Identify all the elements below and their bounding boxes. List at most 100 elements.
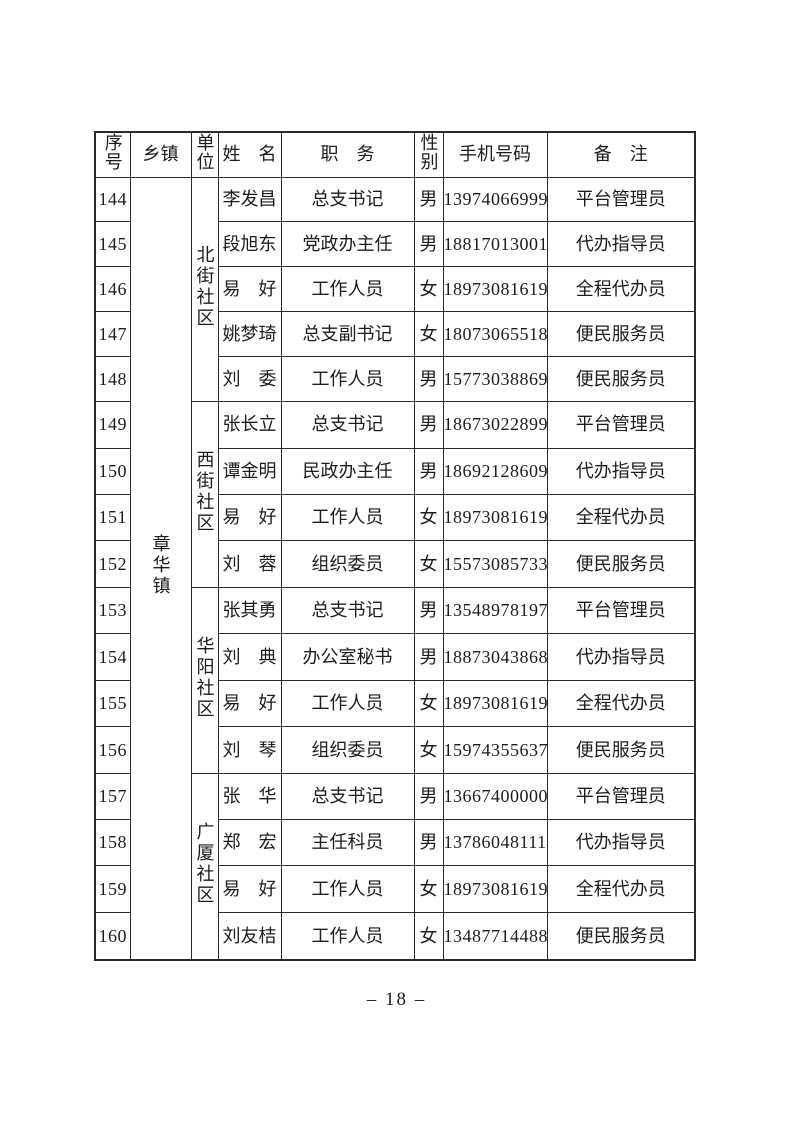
cell-name: 张长立 (217, 401, 282, 449)
cell-phone: 13487714488 (442, 911, 548, 961)
cell-unit: 广厦社区 (190, 772, 219, 961)
header-position-label: 职 务 (320, 144, 375, 165)
cell-phone: 18073065518 (442, 311, 548, 358)
table-row: 160 刘友桔 工作人员 女 13487714488 便民服务员 (94, 911, 696, 961)
cell-note: 全程代办员 (546, 493, 696, 542)
cell-note: 平台管理员 (546, 772, 696, 821)
cell-name: 易 好 (217, 865, 282, 913)
cell-note: 便民服务员 (546, 540, 696, 588)
cell-position: 办公室秘书 (280, 633, 415, 681)
cell-serial-number: 156 (94, 726, 131, 774)
cell-gender: 男 (413, 176, 444, 223)
cell-position: 工作人员 (280, 356, 415, 403)
header-gender: 性别 (413, 131, 444, 178)
cell-note: 便民服务员 (546, 356, 696, 403)
cell-phone: 15573085733 (442, 540, 548, 588)
cell-gender: 男 (413, 633, 444, 681)
cell-name: 李发昌 (217, 176, 282, 223)
cell-name: 刘友桔 (217, 911, 282, 961)
cell-name: 张其勇 (217, 586, 282, 635)
cell-name: 张 华 (217, 772, 282, 821)
cell-note: 平台管理员 (546, 176, 696, 223)
cell-position: 总支书记 (280, 176, 415, 223)
cell-note: 全程代办员 (546, 865, 696, 913)
cell-position: 工作人员 (280, 266, 415, 313)
cell-serial-number: 157 (94, 772, 131, 821)
header-township: 乡镇 (129, 131, 192, 178)
cell-phone: 18973081619 (442, 679, 548, 728)
table-row: 145 段旭东 党政办主任 男 18817013001 代办指导员 (94, 221, 696, 268)
personnel-roster-table: 序号 乡镇 单位 姓 名 职 务 性别 手机号码 备 注 144 章华镇 北街社… (94, 131, 696, 961)
cell-gender: 女 (413, 679, 444, 728)
cell-phone: 18817013001 (442, 221, 548, 268)
cell-name: 谭金明 (217, 447, 282, 495)
header-name: 姓 名 (217, 131, 282, 178)
cell-note: 全程代办员 (546, 266, 696, 313)
cell-name: 易 好 (217, 679, 282, 728)
table-row: 147 姚梦琦 总支副书记 女 18073065518 便民服务员 (94, 311, 696, 358)
cell-position: 党政办主任 (280, 221, 415, 268)
cell-note: 便民服务员 (546, 311, 696, 358)
cell-unit: 西街社区 (190, 401, 219, 588)
cell-position: 总支书记 (280, 586, 415, 635)
table-row: 156 刘 琴 组织委员 女 15974355637 便民服务员 (94, 726, 696, 774)
unit-label: 广厦社区 (194, 821, 215, 906)
cell-name: 郑 宏 (217, 819, 282, 867)
cell-gender: 男 (413, 772, 444, 821)
cell-phone: 18973081619 (442, 865, 548, 913)
cell-township: 章华镇 (129, 176, 192, 961)
cell-gender: 女 (413, 493, 444, 542)
cell-note: 代办指导员 (546, 447, 696, 495)
table-header-row: 序号 乡镇 单位 姓 名 职 务 性别 手机号码 备 注 (94, 131, 696, 178)
header-serial-number-label: 序号 (102, 133, 123, 172)
cell-phone: 18692128609 (442, 447, 548, 495)
cell-gender: 女 (413, 911, 444, 961)
cell-phone: 18973081619 (442, 266, 548, 313)
header-phone-label: 手机号码 (459, 144, 531, 165)
header-township-label: 乡镇 (142, 144, 179, 165)
cell-note: 全程代办员 (546, 679, 696, 728)
cell-phone: 15773038869 (442, 356, 548, 403)
cell-note: 代办指导员 (546, 633, 696, 681)
cell-position: 工作人员 (280, 911, 415, 961)
cell-serial-number: 145 (94, 221, 131, 268)
cell-note: 便民服务员 (546, 726, 696, 774)
cell-phone: 13974066999 (442, 176, 548, 223)
header-note: 备 注 (546, 131, 696, 178)
cell-serial-number: 155 (94, 679, 131, 728)
cell-serial-number: 153 (94, 586, 131, 635)
cell-note: 代办指导员 (546, 819, 696, 867)
table-row: 146 易 好 工作人员 女 18973081619 全程代办员 (94, 266, 696, 313)
cell-name: 易 好 (217, 266, 282, 313)
cell-serial-number: 146 (94, 266, 131, 313)
cell-phone: 15974355637 (442, 726, 548, 774)
cell-gender: 女 (413, 726, 444, 774)
cell-serial-number: 150 (94, 447, 131, 495)
header-phone: 手机号码 (442, 131, 548, 178)
cell-phone: 18973081619 (442, 493, 548, 542)
cell-position: 总支书记 (280, 401, 415, 449)
cell-position: 总支副书记 (280, 311, 415, 358)
cell-serial-number: 158 (94, 819, 131, 867)
cell-gender: 男 (413, 401, 444, 449)
cell-serial-number: 147 (94, 311, 131, 358)
cell-position: 民政办主任 (280, 447, 415, 495)
cell-serial-number: 159 (94, 865, 131, 913)
cell-name: 刘 琴 (217, 726, 282, 774)
header-name-label: 姓 名 (222, 144, 277, 165)
cell-name: 刘 典 (217, 633, 282, 681)
cell-gender: 男 (413, 819, 444, 867)
unit-label: 西街社区 (194, 450, 215, 535)
cell-serial-number: 148 (94, 356, 131, 403)
cell-gender: 女 (413, 311, 444, 358)
cell-position: 工作人员 (280, 865, 415, 913)
cell-position: 工作人员 (280, 679, 415, 728)
cell-note: 平台管理员 (546, 586, 696, 635)
cell-gender: 女 (413, 540, 444, 588)
cell-serial-number: 152 (94, 540, 131, 588)
cell-unit: 华阳社区 (190, 586, 219, 774)
header-serial-number: 序号 (94, 131, 131, 178)
cell-name: 姚梦琦 (217, 311, 282, 358)
cell-serial-number: 149 (94, 401, 131, 449)
